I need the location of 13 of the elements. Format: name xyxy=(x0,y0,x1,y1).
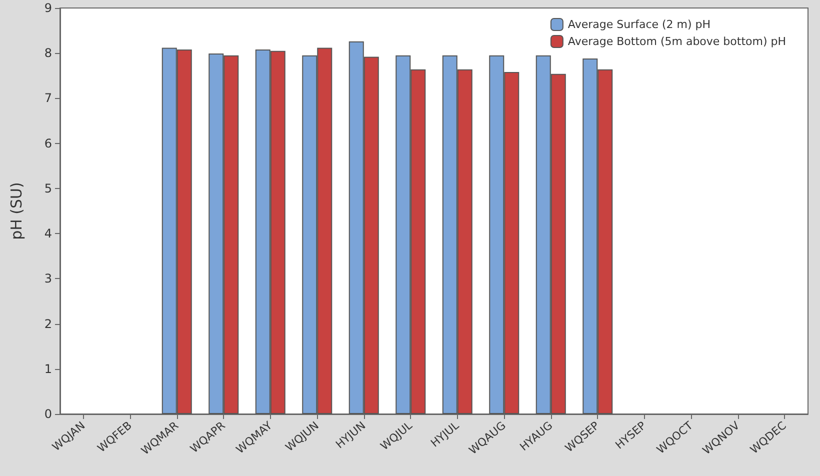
y-tick-label: 6 xyxy=(44,136,52,150)
y-tick-label: 4 xyxy=(44,226,52,241)
y-tick-label: 1 xyxy=(44,362,52,376)
y-tick-label: 0 xyxy=(44,407,52,421)
y-tick-label: 9 xyxy=(44,1,52,15)
y-tick-label: 5 xyxy=(44,181,52,196)
y-tick-label: 7 xyxy=(44,91,52,106)
legend-label: Average Bottom (5m above bottom) pH xyxy=(568,35,786,48)
legend-label: Average Surface (2 m) pH xyxy=(568,18,711,31)
y-tick-label: 2 xyxy=(44,316,52,331)
y-tick-label: 8 xyxy=(44,46,52,60)
y-tick-label: 3 xyxy=(44,272,52,286)
y-axis-title: pH (SU) xyxy=(8,182,26,240)
